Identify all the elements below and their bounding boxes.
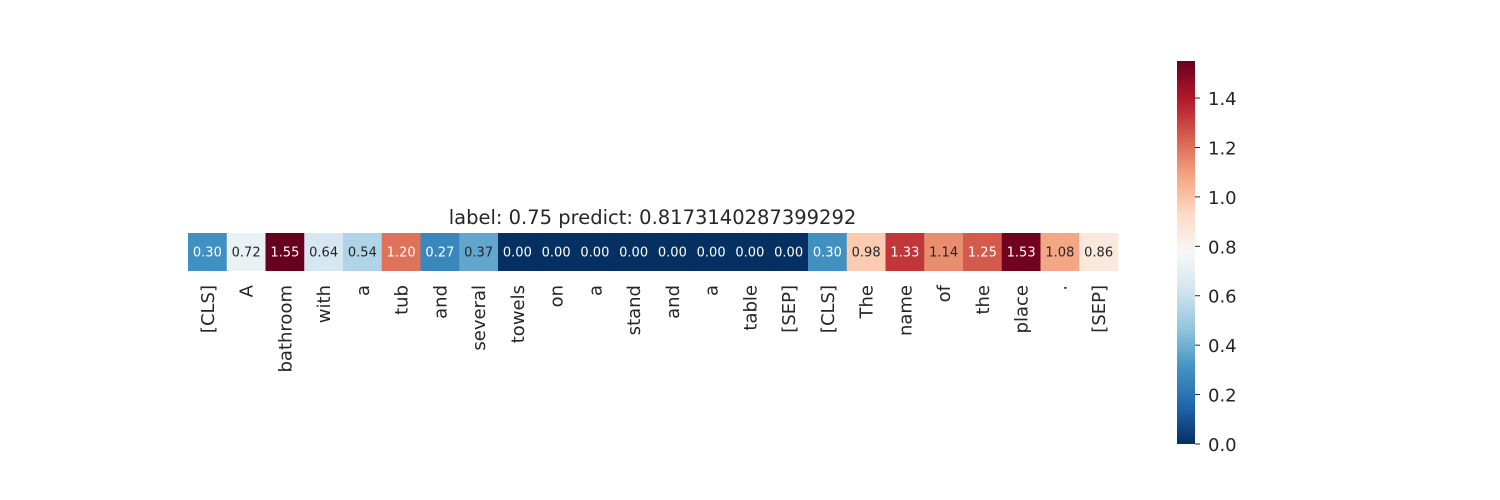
heatmap-cell <box>1079 233 1119 271</box>
heatmap-cell <box>536 233 576 271</box>
heatmap-cell <box>265 233 305 271</box>
token-label: The <box>857 285 878 319</box>
heatmap-cell <box>226 233 266 271</box>
token-label: of <box>934 284 955 302</box>
colorbar-tick-label: 0.2 <box>1208 386 1237 407</box>
cell-value-label: 1.53 <box>1007 246 1036 261</box>
heatmap-cell <box>730 233 770 271</box>
token-label: A <box>237 284 258 297</box>
token-label: with <box>314 285 335 323</box>
token-label: stand <box>624 285 645 335</box>
cell-value-label: 1.14 <box>929 246 958 261</box>
heatmap-cell <box>343 233 383 271</box>
colorbar-tick-label: 1.2 <box>1208 138 1237 159</box>
heatmap-cell <box>885 233 925 271</box>
cell-value-label: 0.72 <box>232 246 261 261</box>
cell-value-label: 0.64 <box>309 246 338 261</box>
colorbar-tick-label: 0.0 <box>1208 435 1237 456</box>
cell-value-label: 1.25 <box>968 246 997 261</box>
cell-value-label: 0.00 <box>697 246 726 261</box>
heatmap-cell <box>924 233 964 271</box>
cell-value-label: 0.00 <box>619 246 648 261</box>
heatmap-cell <box>575 233 615 271</box>
heatmap-value-labels: 0.30 0.72 1.55 0.64 0.54 1.20 0.27 0.37 0.00 0.00… <box>193 246 1113 261</box>
cell-value-label: 0.00 <box>774 246 803 261</box>
cell-value-label: 0.86 <box>1084 246 1113 261</box>
token-label: [SEP] <box>779 285 800 333</box>
heatmap-cell <box>614 233 654 271</box>
cell-value-label: 1.20 <box>387 246 416 261</box>
cell-value-label: 1.55 <box>270 246 299 261</box>
cell-value-label: 0.27 <box>425 246 454 261</box>
cell-value-label: 1.08 <box>1045 246 1074 261</box>
colorbar-tick-label: 0.4 <box>1208 336 1237 357</box>
colorbar-tick-label: 0.6 <box>1208 287 1237 308</box>
heatmap-cell <box>1040 233 1080 271</box>
colorbar-tick-label: 1.4 <box>1208 89 1237 110</box>
token-label: on <box>547 285 568 307</box>
token-label: tub <box>392 285 413 315</box>
token-label: several <box>469 285 490 351</box>
token-label: [CLS] <box>198 285 219 333</box>
colorbar-gradient <box>1177 61 1195 444</box>
token-label: towels <box>508 285 529 343</box>
cell-value-label: 0.00 <box>735 246 764 261</box>
colorbar-ticks: 0.0 0.2 0.4 0.6 0.8 1.0 1.2 1.4 <box>1195 89 1237 456</box>
cell-value-label: 0.98 <box>852 246 881 261</box>
heatmap-cell <box>1001 233 1041 271</box>
token-label: . <box>1050 285 1071 291</box>
heatmap-cell <box>769 233 809 271</box>
token-label: [CLS] <box>818 285 839 333</box>
heatmap-cell <box>691 233 731 271</box>
token-label: name <box>895 285 916 336</box>
heatmap-cell <box>846 233 886 271</box>
cell-value-label: 0.37 <box>464 246 493 261</box>
token-label: [SEP] <box>1089 285 1110 333</box>
token-label: a <box>702 285 723 296</box>
cell-value-label: 0.00 <box>503 246 532 261</box>
heatmap-cell <box>963 233 1003 271</box>
cell-value-label: 0.00 <box>580 246 609 261</box>
heatmap-cell <box>498 233 538 271</box>
token-label: bathroom <box>275 285 296 373</box>
cell-value-label: 0.00 <box>658 246 687 261</box>
cell-value-label: 0.30 <box>813 246 842 261</box>
heatmap-cell <box>420 233 460 271</box>
token-label: a <box>353 285 374 296</box>
token-label: place <box>1012 285 1033 333</box>
cell-value-label: 0.30 <box>193 246 222 261</box>
cell-value-label: 1.33 <box>890 246 919 261</box>
cell-value-label: 0.54 <box>348 246 377 261</box>
token-label: a <box>585 285 606 296</box>
colorbar-tick-label: 0.8 <box>1208 237 1237 258</box>
token-label: the <box>973 285 994 315</box>
heatmap-cell <box>808 233 848 271</box>
heatmap-cell <box>653 233 693 271</box>
heatmap-cells <box>188 233 1119 271</box>
colorbar: 0.0 0.2 0.4 0.6 0.8 1.0 1.2 1.4 <box>1177 61 1237 456</box>
heatmap-cell <box>381 233 421 271</box>
chart-title: label: 0.75 predict: 0.8173140287399292 <box>449 206 857 229</box>
heatmap-cell <box>459 233 499 271</box>
token-label: and <box>430 285 451 319</box>
token-label: and <box>663 285 684 319</box>
colorbar-tick-label: 1.0 <box>1208 188 1237 209</box>
token-label: table <box>740 285 761 331</box>
heatmap-cell <box>188 233 228 271</box>
heatmap-cell <box>304 233 344 271</box>
cell-value-label: 0.00 <box>542 246 571 261</box>
